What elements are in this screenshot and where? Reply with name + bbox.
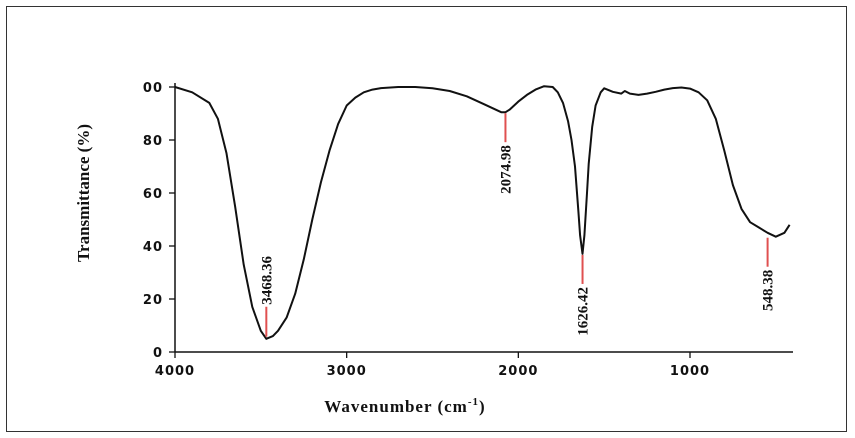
y-tick-label: 0 bbox=[153, 346, 163, 361]
peak-label: 2074.98 bbox=[498, 145, 514, 194]
x-axis-title-superscript: -1 bbox=[468, 396, 479, 408]
ir-spectrum-chart: 0 20 40 60 80 00 4000 3000 2000 1000 3468.36 2074.… bbox=[74, 81, 793, 416]
x-axis-title-close: ) bbox=[479, 397, 486, 416]
y-tick-label: 40 bbox=[143, 240, 163, 255]
y-tick-label: 60 bbox=[143, 187, 163, 202]
x-tick-label: 2000 bbox=[498, 364, 538, 379]
y-tick-label: 80 bbox=[143, 134, 163, 149]
peak-annotations: 3468.36 2074.98 1626.42 548.38 bbox=[259, 113, 777, 337]
x-tick-label: 3000 bbox=[327, 364, 367, 379]
spectrum-line bbox=[174, 85, 791, 340]
x-axis-title-text: Wavenumber (cm bbox=[324, 397, 468, 416]
peak-label: 3468.36 bbox=[259, 256, 275, 305]
y-axis-title: Transmittance (%) bbox=[74, 124, 93, 262]
peak-label: 548.38 bbox=[761, 270, 777, 311]
y-tick-label: 20 bbox=[143, 293, 163, 308]
x-tick-label: 1000 bbox=[670, 364, 710, 379]
y-tick-label: 00 bbox=[143, 81, 163, 96]
chart-frame: 0 20 40 60 80 00 4000 3000 2000 1000 3468.36 2074.… bbox=[6, 6, 847, 432]
x-axis-title: Wavenumber (cm-1) bbox=[324, 396, 485, 416]
series-layer bbox=[174, 85, 791, 340]
x-tick-label: 4000 bbox=[155, 364, 195, 379]
peak-label: 1626.42 bbox=[576, 287, 592, 336]
axes: 0 20 40 60 80 00 4000 3000 2000 1000 bbox=[143, 81, 793, 379]
